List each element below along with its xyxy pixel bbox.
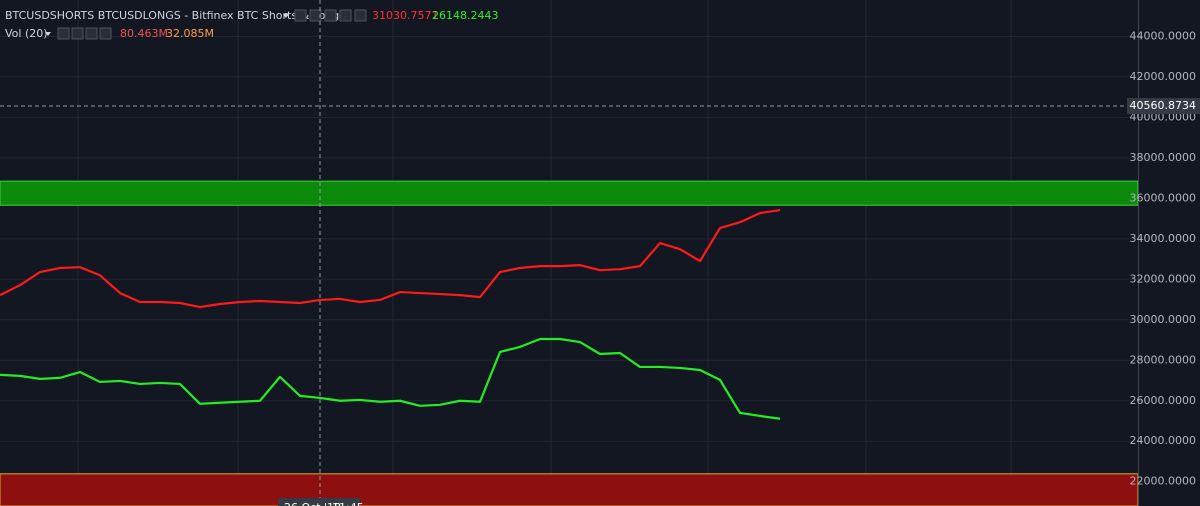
close-icon[interactable] — [354, 9, 367, 22]
add-icon[interactable] — [324, 9, 337, 22]
y-tick-label: 22000.0000 — [1130, 475, 1196, 488]
legend-value: 31030.7571 — [372, 9, 438, 22]
zone — [0, 473, 1139, 506]
y-tick-label: 42000.0000 — [1130, 70, 1196, 83]
more-icon[interactable] — [339, 9, 352, 22]
series-line — [0, 209, 781, 309]
y-tick-label: 24000.0000 — [1130, 434, 1196, 447]
settings-icon[interactable] — [71, 27, 84, 40]
dropdown-icon[interactable] — [283, 14, 289, 18]
y-tick-label: 36000.0000 — [1130, 191, 1196, 204]
volume-value: 80.463M — [120, 27, 168, 40]
y-tick-label: 26000.0000 — [1130, 394, 1196, 407]
y-tick-label: 38000.0000 — [1130, 151, 1196, 164]
add-icon[interactable] — [85, 27, 98, 40]
y-tick-label: 28000.0000 — [1130, 353, 1196, 366]
close-icon[interactable] — [99, 27, 112, 40]
y-tick-label: 34000.0000 — [1130, 232, 1196, 245]
visibility-icon[interactable] — [294, 9, 307, 22]
series-line — [0, 337, 781, 420]
chart-title: BTCUSDSHORTS BTCUSDLONGS - Bitfinex BTC … — [5, 9, 345, 22]
volume-title: Vol (20) — [5, 27, 48, 40]
crosshair-time-label: 11:45 — [332, 501, 364, 506]
y-tick-label: 32000.0000 — [1130, 272, 1196, 285]
y-tick-label: 30000.0000 — [1130, 313, 1196, 326]
y-tick-label: 44000.0000 — [1130, 29, 1196, 42]
crosshair-time-label: 26 Oct '18 — [284, 501, 341, 506]
volume-value: 32.085M — [166, 27, 214, 40]
dropdown-icon[interactable] — [45, 32, 51, 36]
settings-icon[interactable] — [309, 9, 322, 22]
legend-value: 26148.2443 — [432, 9, 498, 22]
crosshair-time-box — [278, 498, 360, 506]
visibility-icon[interactable] — [57, 27, 70, 40]
zone — [0, 180, 1139, 206]
crosshair-price-label: 40560.8734 — [1130, 99, 1196, 112]
crosshair-price-box — [1127, 98, 1200, 115]
